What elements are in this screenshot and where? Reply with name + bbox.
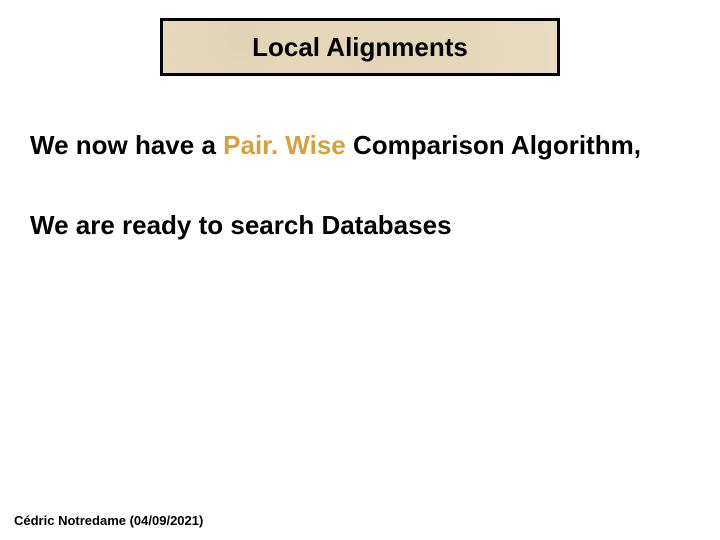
line1-highlight: Pair. Wise [223, 130, 346, 160]
line1-post: Comparison Algorithm, [346, 130, 641, 160]
body-line-2: We are ready to search Databases [30, 210, 690, 241]
title-box: Local Alignments [160, 18, 560, 76]
slide-title: Local Alignments [252, 32, 468, 63]
body-line-1: We now have a Pair. Wise Comparison Algo… [30, 130, 690, 161]
line1-pre: We now have a [30, 130, 223, 160]
footer-credit: Cédric Notredame (04/09/2021) [14, 513, 203, 528]
